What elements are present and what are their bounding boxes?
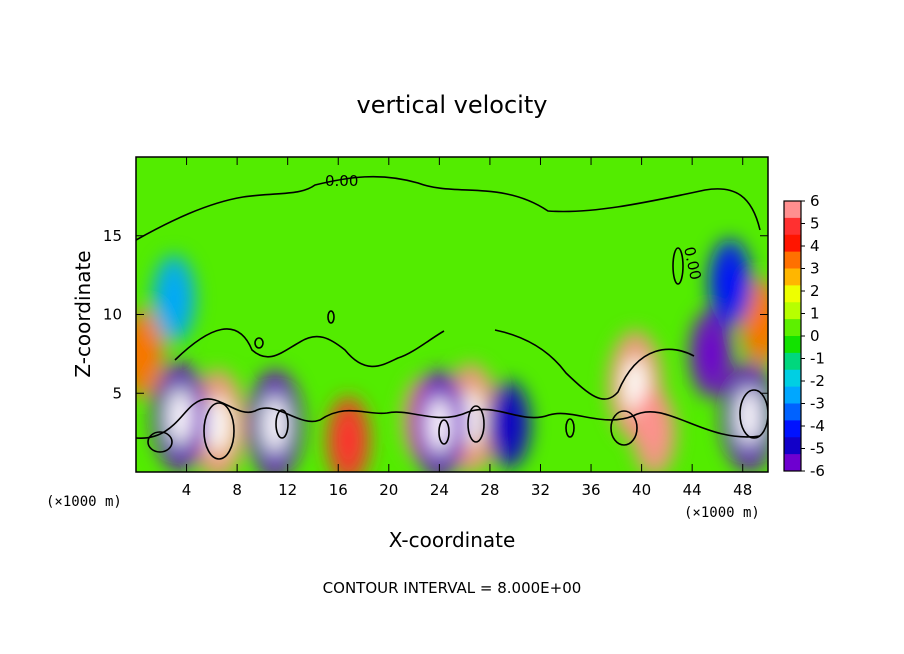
y-axis-ticks: 5 10 15 bbox=[103, 227, 768, 402]
contour-lines bbox=[136, 175, 768, 460]
small-contour-d bbox=[565, 418, 575, 438]
velocity-core-center-15 bbox=[720, 261, 741, 305]
velocity-core-center-12 bbox=[701, 331, 722, 376]
colorbar-swatch-15 bbox=[784, 454, 801, 472]
heatmap-plot: 0.00 0.00 bbox=[136, 157, 768, 472]
colorbar-swatch-7 bbox=[784, 319, 801, 337]
colorbar-swatch-6 bbox=[784, 302, 801, 320]
velocity-core-center-14 bbox=[163, 276, 184, 321]
small-contour-c bbox=[672, 247, 684, 285]
velocity-core-center-13 bbox=[736, 389, 762, 445]
colorbar-swatch-1 bbox=[784, 217, 801, 236]
colorbar-swatch-11 bbox=[784, 386, 801, 404]
x-axis-label: X-coordinate bbox=[389, 528, 516, 552]
x-tick-label-40: 40 bbox=[632, 481, 651, 499]
colorbar-swatch-4 bbox=[784, 268, 801, 286]
zero-contour-middle-right bbox=[494, 329, 695, 400]
x-tick-label-36: 36 bbox=[581, 481, 600, 499]
colorbar-label-0: 0 bbox=[810, 327, 820, 345]
x-unit-right: (×1000 m) bbox=[684, 505, 760, 521]
y-tick-label-15: 15 bbox=[103, 227, 122, 245]
colorbar-swatch-5 bbox=[784, 285, 801, 303]
colorbar-label--6: -6 bbox=[810, 462, 825, 480]
strong-updraft-contour-c bbox=[610, 410, 638, 446]
colorbar-swatch-13 bbox=[784, 420, 801, 438]
x-tick-label-12: 12 bbox=[278, 481, 297, 499]
colorbar-label--4: -4 bbox=[810, 417, 825, 435]
x-tick-label-16: 16 bbox=[329, 481, 348, 499]
x-unit-left: (×1000 m) bbox=[46, 494, 122, 510]
velocity-core-center-11 bbox=[498, 402, 519, 447]
colorbar-label--3: -3 bbox=[810, 395, 825, 413]
small-contour-a bbox=[254, 337, 264, 349]
zero-contour-lower bbox=[136, 398, 761, 439]
colorbar-label--5: -5 bbox=[810, 440, 825, 458]
contour-interval-footer: CONTOUR INTERVAL = 8.000E+00 bbox=[323, 579, 582, 597]
zero-contour-middle-left bbox=[174, 328, 445, 368]
x-axis-ticks: 4 8 12 16 20 24 28 32 36 40 44 48 bbox=[182, 157, 752, 499]
colorbar-label--2: -2 bbox=[810, 372, 825, 390]
strong-updraft-contour-a bbox=[203, 402, 235, 460]
velocity-core-center-1 bbox=[338, 418, 359, 463]
colorbar-label-3: 3 bbox=[810, 260, 820, 278]
y-tick-label-10: 10 bbox=[103, 306, 122, 324]
x-tick-label-48: 48 bbox=[733, 481, 752, 499]
colorbar-label-1: 1 bbox=[810, 305, 820, 323]
strong-downdraft-contour-b bbox=[275, 409, 289, 439]
x-tick-label-20: 20 bbox=[379, 481, 398, 499]
heatmap-field-layer bbox=[136, 239, 768, 472]
velocity-core-center-9 bbox=[262, 397, 288, 453]
x-tick-label-4: 4 bbox=[182, 481, 192, 499]
x-tick-label-44: 44 bbox=[683, 481, 702, 499]
y-tick-label-5: 5 bbox=[112, 384, 122, 402]
x-tick-label-8: 8 bbox=[232, 481, 242, 499]
y-axis-label: Z-coordinate bbox=[71, 250, 95, 377]
colorbar-swatch-0 bbox=[784, 201, 801, 219]
colorbar-swatch-3 bbox=[784, 251, 801, 269]
velocity-core-center-0 bbox=[205, 397, 231, 453]
colorbar-swatch-2 bbox=[784, 234, 801, 253]
colorbar: 6 5 4 3 2 1 0 -1 -2 -3 -4 -5 -6 bbox=[783, 192, 825, 480]
colorbar-swatch-14 bbox=[784, 437, 801, 455]
strong-downdraft-contour-c bbox=[438, 419, 450, 445]
colorbar-label-2: 2 bbox=[810, 282, 820, 300]
strong-downdraft-contour-a bbox=[147, 431, 173, 453]
velocity-core-center-6 bbox=[751, 300, 768, 345]
velocity-core-center-5 bbox=[644, 410, 665, 455]
colorbar-swatch-9 bbox=[784, 352, 801, 371]
strong-updraft-contour-b bbox=[467, 405, 485, 443]
colorbar-swatch-8 bbox=[784, 336, 801, 354]
colorbar-label-4: 4 bbox=[810, 237, 820, 255]
zero-contour-upper bbox=[136, 175, 761, 241]
x-tick-label-32: 32 bbox=[531, 481, 550, 499]
colorbar-swatch-10 bbox=[784, 369, 801, 388]
colorbar-label--1: -1 bbox=[810, 350, 825, 368]
x-tick-label-24: 24 bbox=[430, 481, 449, 499]
velocity-core-center-7 bbox=[136, 331, 153, 376]
colorbar-label-5: 5 bbox=[810, 215, 820, 233]
contour-label-upper: 0.00 bbox=[325, 172, 358, 190]
colorbar-swatch-12 bbox=[784, 403, 801, 421]
small-contour-b bbox=[327, 310, 335, 324]
strong-downdraft-contour-d bbox=[739, 389, 768, 439]
colorbar-label-6: 6 bbox=[810, 192, 820, 210]
x-tick-label-28: 28 bbox=[480, 481, 499, 499]
chart-title: vertical velocity bbox=[357, 91, 548, 119]
